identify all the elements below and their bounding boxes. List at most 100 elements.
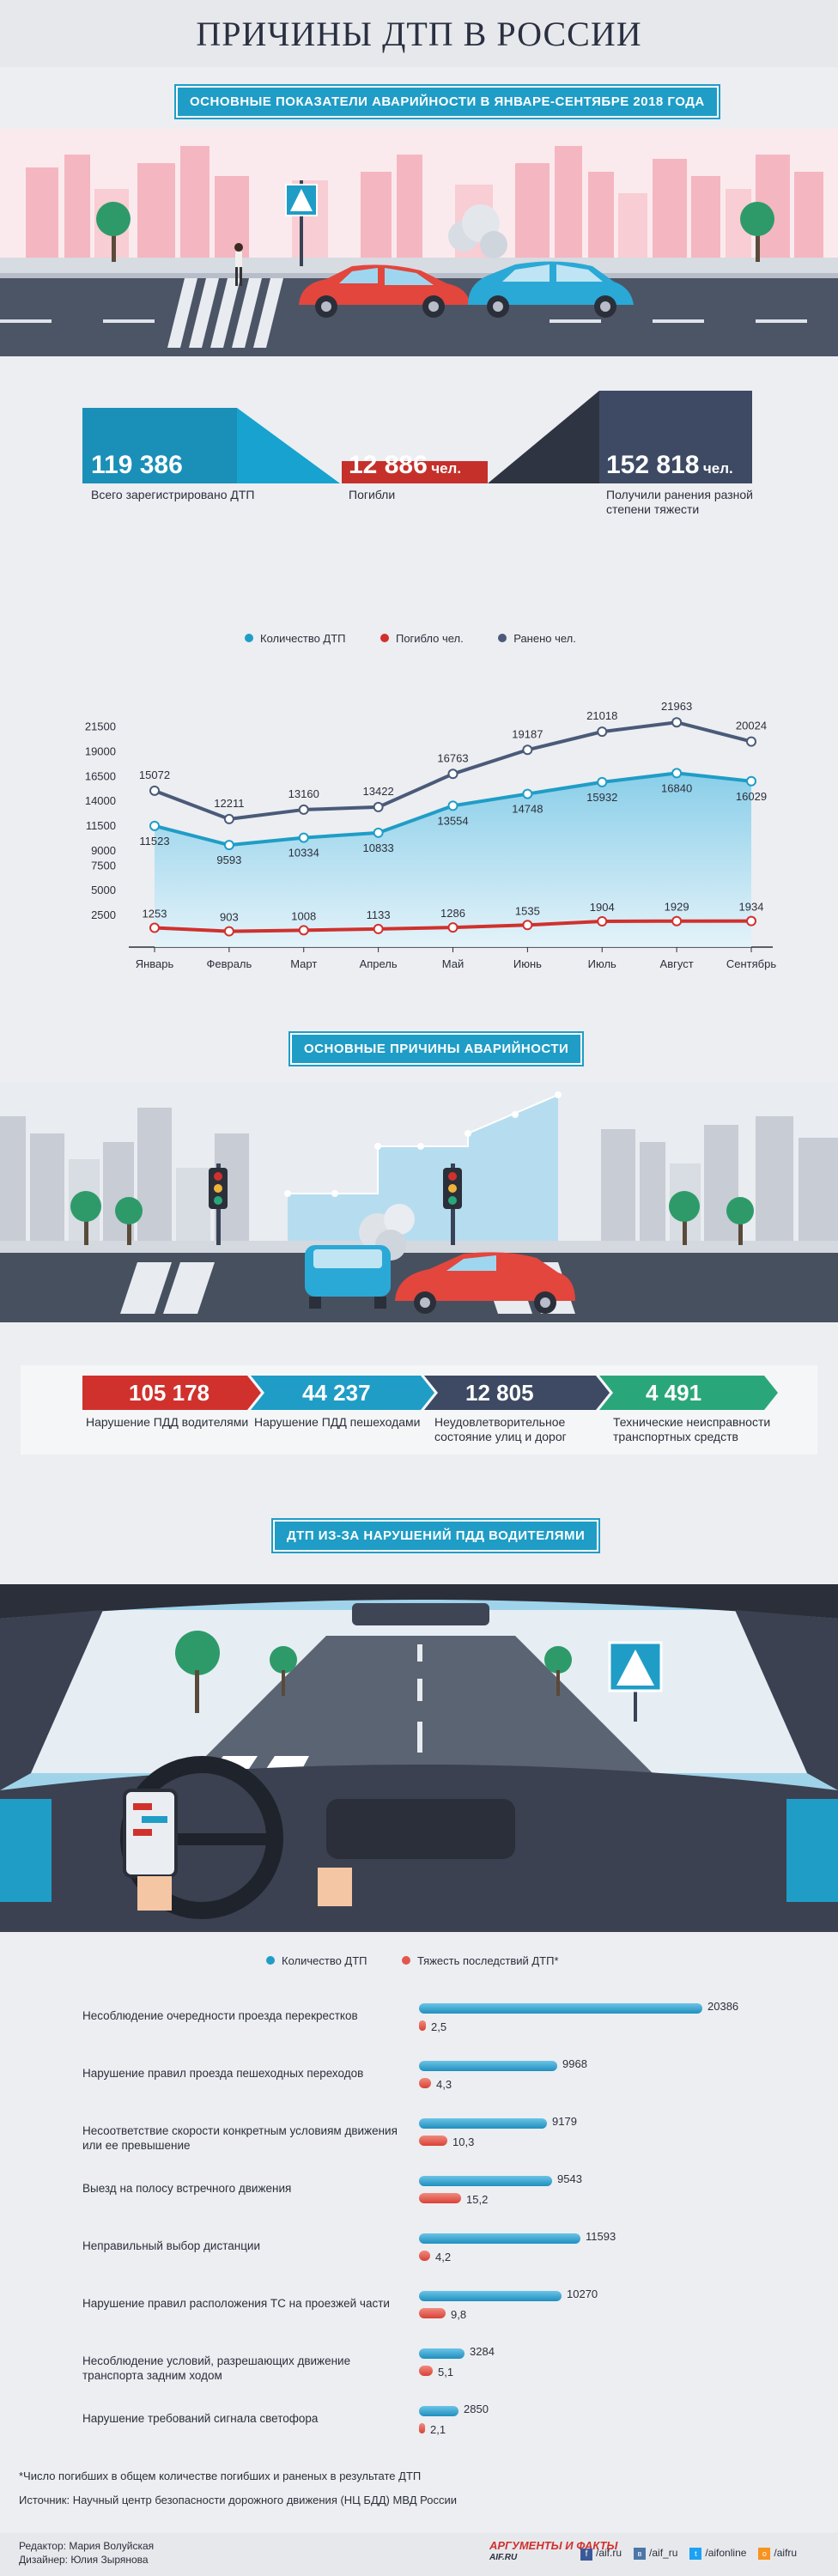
count-bar (419, 2233, 580, 2244)
legend-accidents-label: Количество ДТП (260, 631, 346, 645)
legend-deaths-dot (380, 634, 389, 642)
data-point (223, 840, 234, 851)
social-facebook[interactable]: f/aif.ru (580, 2547, 622, 2561)
severity-value-label: 4,2 (435, 2251, 452, 2263)
count-bar (419, 2003, 702, 2014)
count-bar (419, 2061, 557, 2071)
crash-scene-svg (0, 129, 838, 356)
data-point (149, 785, 160, 796)
data-label: 21963 (661, 700, 692, 713)
social-vk[interactable]: в/aif_ru (634, 2547, 677, 2561)
social-twitter-label: /aifonline (705, 2547, 747, 2559)
data-point (522, 920, 533, 931)
data-label: 15932 (586, 791, 617, 804)
data-label: 1133 (367, 908, 391, 921)
severity-value-label: 4,3 (436, 2078, 452, 2091)
data-point (671, 717, 683, 728)
cause-pedestrians-label: Нарушение ПДД пешеходами (254, 1415, 421, 1429)
data-point (298, 925, 309, 936)
data-label: 1934 (739, 901, 764, 914)
data-label: 13160 (288, 787, 319, 800)
severity-bar (419, 2423, 425, 2433)
data-point (597, 726, 608, 738)
social-twitter[interactable]: t/aifonline (689, 2547, 746, 2561)
data-point (522, 788, 533, 799)
data-label: 10334 (288, 847, 319, 860)
severity-bar (419, 2020, 426, 2031)
data-point (373, 827, 384, 838)
brand-site: AIF.RU (489, 2553, 518, 2562)
severity-bar (419, 2366, 433, 2376)
source-note: Источник: Научный центр безопасности дор… (19, 2494, 457, 2506)
data-label: 9593 (216, 854, 241, 866)
count-value-label: 2850 (464, 2403, 489, 2415)
section-banner-indicators: ОСНОВНЫЕ ПОКАЗАТЕЛИ АВАРИЙНОСТИ В ЯНВАРЕ… (176, 86, 719, 118)
data-label: 11523 (139, 835, 169, 848)
footer: Редактор: Мария Волуйская Дизайнер: Юлия… (0, 2533, 838, 2576)
car-interior-svg (0, 1584, 838, 1932)
severity-value-label: 2,5 (431, 2020, 447, 2033)
data-point (149, 922, 160, 933)
legend-accidents: Количество ДТП (245, 632, 346, 645)
y-tick-label: 9000 (91, 844, 116, 857)
bar-row: Неправильный выбор дистанции 11593 4,2 (0, 2227, 838, 2278)
data-point (298, 832, 309, 843)
car-interior-illustration (0, 1584, 838, 1932)
data-label: 19187 (512, 727, 543, 740)
severity-bar (419, 2308, 446, 2318)
data-label: 20024 (736, 720, 767, 732)
accidents-area (155, 773, 751, 947)
data-label: 903 (220, 911, 239, 924)
data-label: 1929 (665, 901, 689, 914)
bar-category-label: Несоблюдение условий, разрешающих движен… (82, 2354, 351, 2382)
ok-icon: о (758, 2548, 771, 2560)
count-value-label: 3284 (470, 2345, 495, 2358)
x-tick-label: Март (290, 957, 317, 970)
legend-count-label: Количество ДТП (282, 1953, 367, 1967)
count-bar (419, 2291, 562, 2301)
bar-category-label: Нарушение правил расположения ТС на прое… (82, 2297, 390, 2310)
y-tick-label: 11500 (86, 819, 116, 832)
bar-row: Нарушение правил расположения ТС на прое… (0, 2284, 838, 2336)
severity-value-label: 9,8 (451, 2308, 467, 2321)
cause-pedestrians-value: 44 237 (302, 1380, 371, 1406)
bar-row: Выезд на полосу встречного движения 9543 1… (0, 2169, 838, 2221)
cause-drivers-label: Нарушение ПДД водителями (86, 1415, 249, 1429)
data-point (746, 736, 756, 747)
intersection-scene-svg (0, 1082, 838, 1322)
data-label: 13422 (363, 785, 394, 798)
count-value-label: 20386 (707, 2000, 739, 2013)
bar-row: Несоблюдение условий, разрешающих движен… (0, 2342, 838, 2393)
total-injured-unit: чел. (702, 460, 733, 477)
social-ok-label: /aifru (774, 2547, 798, 2559)
social-links: f/aif.ru в/aif_ru t/aifonline о/aifru (580, 2547, 797, 2561)
bar-category-label: Несоответствие скорости конкретным услов… (82, 2124, 398, 2152)
data-point (223, 813, 234, 824)
severity-bar (419, 2136, 447, 2146)
social-vk-label: /aif_ru (649, 2547, 678, 2559)
legend-injured-dot (498, 634, 507, 642)
data-point (447, 769, 458, 780)
data-label: 1904 (590, 901, 615, 914)
total-injured-number: 152 818 (606, 451, 700, 479)
data-label: 10833 (363, 841, 394, 854)
count-value-label: 11593 (586, 2230, 616, 2243)
data-point (671, 768, 683, 779)
social-ok[interactable]: о/aifru (758, 2547, 797, 2561)
data-point (522, 744, 533, 756)
bar-category-label: Выезд на полосу встречного движения (82, 2182, 292, 2195)
violations-bar-chart: Количество ДТП Тяжесть последствий ДТП* … (0, 1945, 838, 2443)
cause-technical-value: 4 491 (646, 1380, 702, 1406)
total-accidents-value: 119 386 (91, 451, 183, 480)
bar-category-label: Нарушение требований сигнала светофора (82, 2412, 319, 2425)
bar-row: Несоответствие скорости конкретным услов… (0, 2111, 838, 2163)
x-tick-label: Июнь (513, 957, 542, 970)
designer-credit: Дизайнер: Юлия Зырянова (19, 2554, 149, 2566)
legend-injured: Ранено чел. (498, 632, 576, 645)
data-label: 14748 (512, 803, 543, 816)
editor-credit: Редактор: Мария Волуйская (19, 2540, 155, 2552)
bar-category-label: Несоблюдение очередности проезда перекре… (82, 2009, 358, 2022)
severity-value-label: 10,3 (452, 2136, 475, 2148)
x-tick-label: Август (660, 957, 694, 970)
total-deaths-unit: чел. (431, 460, 462, 477)
